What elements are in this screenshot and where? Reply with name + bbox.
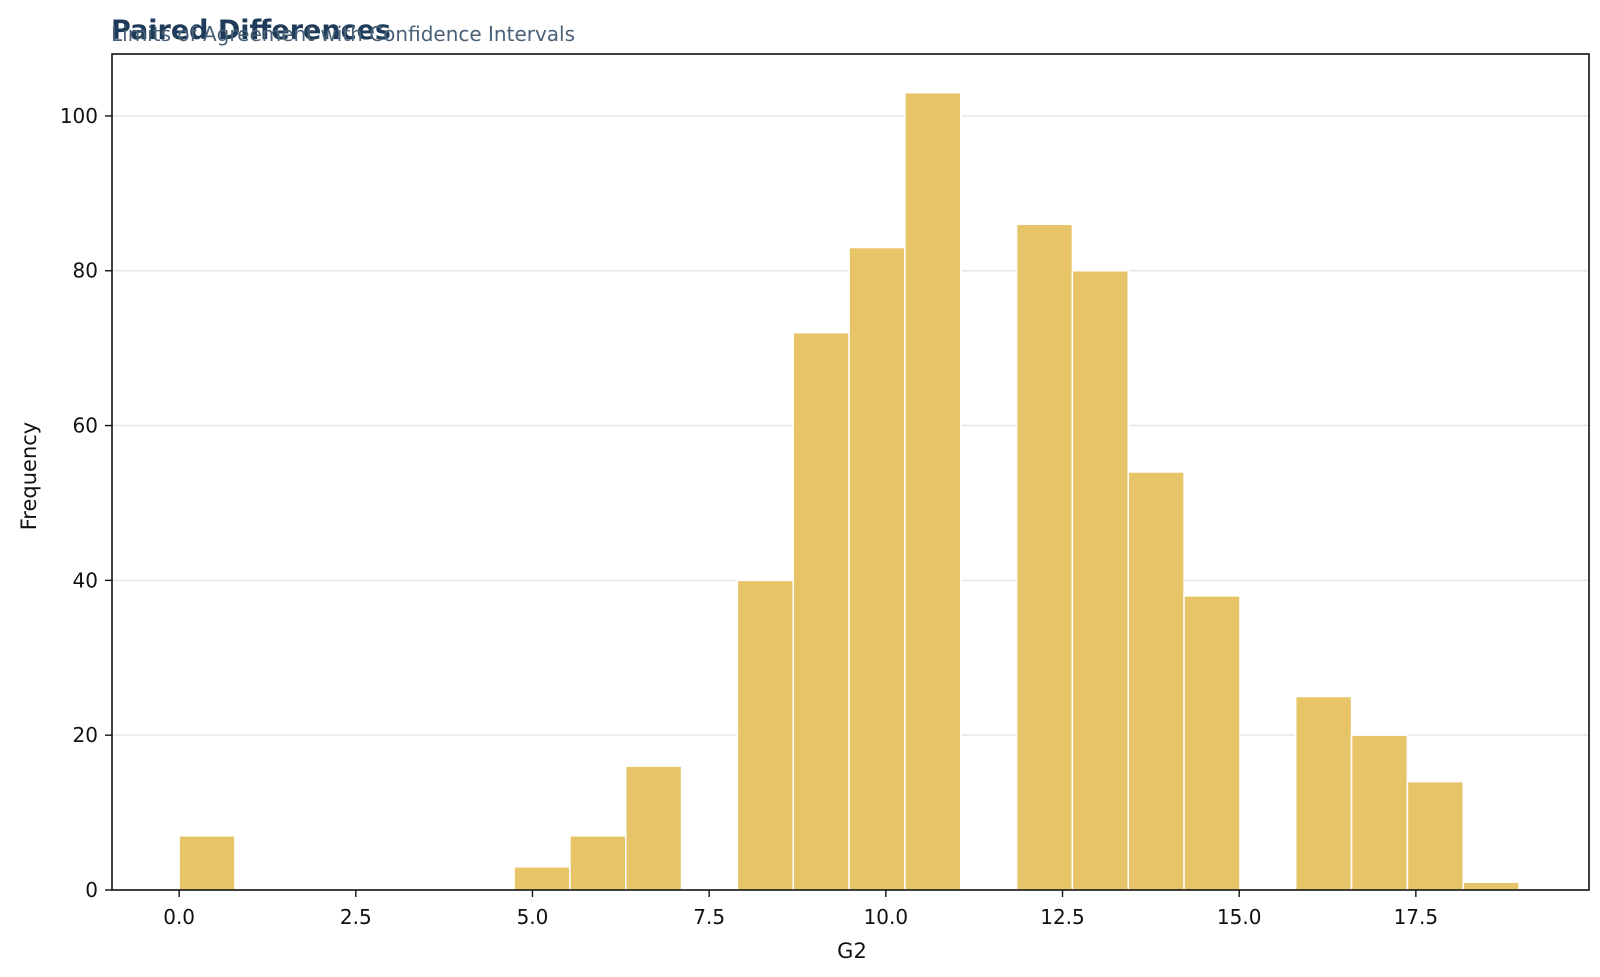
y-axis-label: Frequency: [17, 422, 41, 531]
histogram-bar: [1015, 223, 1074, 891]
x-tick-label: 15.0: [1217, 905, 1262, 929]
x-tick-label: 12.5: [1040, 905, 1085, 929]
histogram-bar: [1071, 269, 1129, 891]
x-tick-label: 2.5: [340, 905, 372, 929]
x-tick-label: 10.0: [864, 905, 909, 929]
x-tick-label: 5.0: [517, 905, 549, 929]
histogram-bar: [1294, 695, 1353, 891]
y-tick-label: 60: [73, 414, 98, 438]
histogram-bar: [736, 579, 795, 891]
histogram-bar: [792, 331, 850, 891]
x-axis-label: G2: [837, 939, 867, 963]
histogram-bar: [904, 91, 962, 891]
plot-area-frame: [111, 53, 1590, 891]
x-tick-label: 7.5: [693, 905, 725, 929]
histogram-bar: [1350, 734, 1409, 891]
x-tick-label: 0.0: [163, 905, 195, 929]
histogram-bars: [178, 91, 1520, 891]
histogram-bar: [625, 765, 683, 891]
y-tick-label: 100: [60, 104, 98, 128]
chart-title: Paired Differences: [111, 15, 391, 46]
x-axis-ticks: 0.0 2.5 5.0 7.5 10.0 12.5 15.0 17.5: [163, 890, 1438, 929]
y-tick-label: 80: [73, 259, 98, 283]
histogram-bar: [178, 835, 236, 891]
histogram-bar: [569, 835, 627, 891]
y-tick-label: 20: [73, 723, 98, 747]
histogram-bar: [1183, 595, 1241, 891]
y-tick-label: 40: [73, 568, 98, 592]
chart-subtitle: Limits of Agreement with Confidence Inte…: [111, 22, 575, 46]
x-tick-label: 17.5: [1394, 905, 1439, 929]
histogram-bar: [1127, 471, 1185, 891]
y-tick-label: 0: [85, 878, 98, 902]
histogram-bar: [1406, 780, 1464, 891]
histogram-bar: [1462, 881, 1520, 891]
histogram-bar: [513, 866, 571, 891]
histogram-bar: [848, 246, 906, 891]
y-axis-ticks: 0 20 40 60 80 100: [60, 104, 112, 902]
